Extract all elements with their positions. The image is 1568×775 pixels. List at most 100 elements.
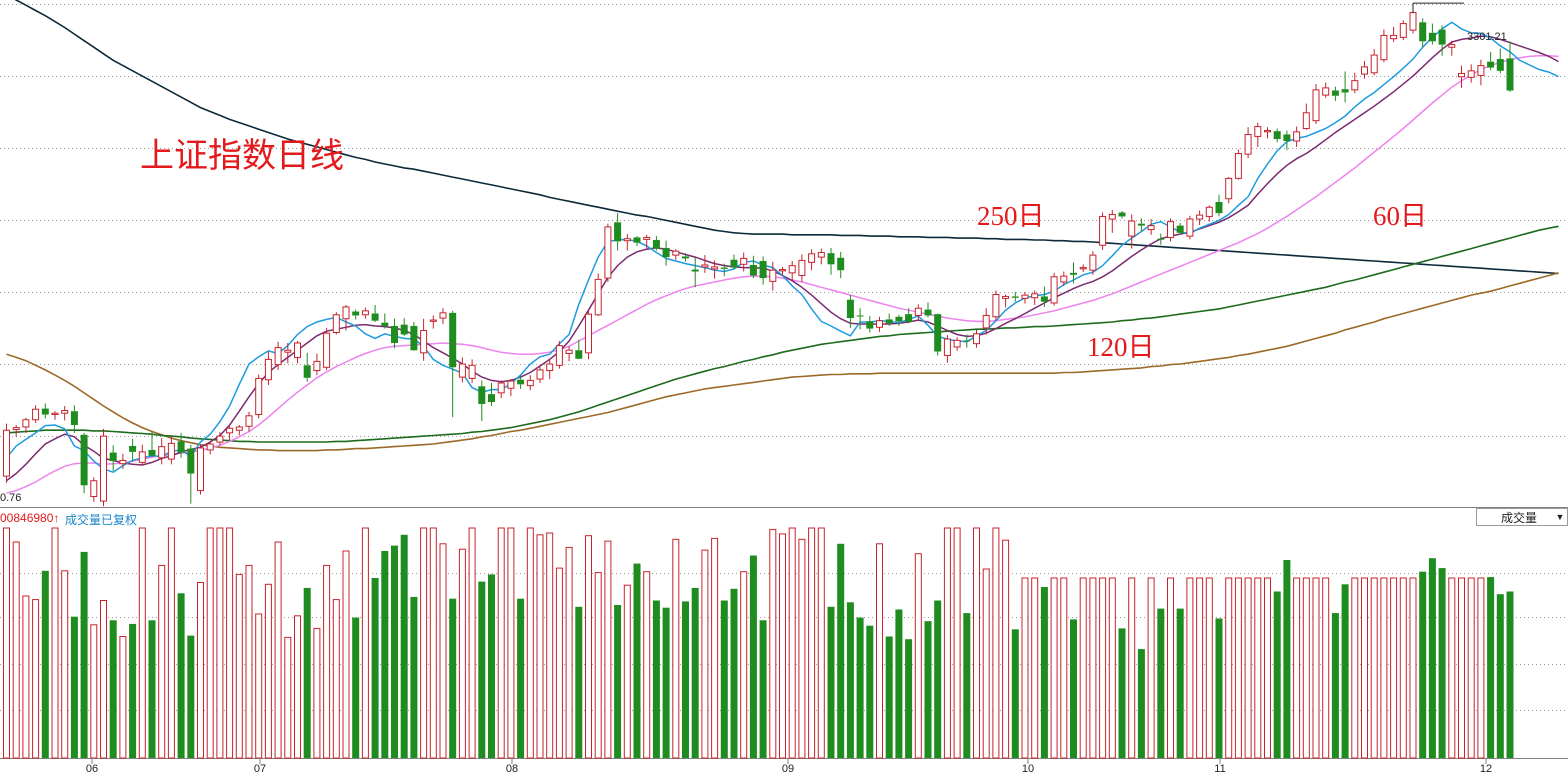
candle-down xyxy=(410,322,418,351)
candle-up xyxy=(507,379,515,397)
candle-body xyxy=(585,313,592,354)
candle-body xyxy=(439,312,447,319)
x-tick-label: 09 xyxy=(782,763,794,775)
volume-bar-up xyxy=(526,527,534,759)
candle-body xyxy=(274,347,282,366)
candle-down xyxy=(1176,222,1184,235)
candle-down xyxy=(1070,262,1077,284)
candle-up xyxy=(604,223,612,283)
candle-down xyxy=(1040,286,1048,307)
volume-bar-up xyxy=(1079,577,1087,759)
candle-body xyxy=(1040,296,1048,302)
candle-down xyxy=(352,309,360,320)
volume-bar-up xyxy=(1196,577,1204,759)
candle-down xyxy=(400,318,408,336)
candle-up xyxy=(197,444,204,495)
candle-body xyxy=(1225,177,1233,200)
candle-down xyxy=(633,236,641,246)
chevron-down-icon[interactable]: ▼ xyxy=(1555,512,1565,522)
candle-up xyxy=(294,341,301,364)
candle-up xyxy=(1322,82,1330,98)
volume-bar-down xyxy=(1070,619,1077,758)
candle-body xyxy=(1031,293,1039,299)
candle-body xyxy=(371,313,379,321)
ma60-label: 60日 xyxy=(1373,201,1427,231)
volume-bar-down xyxy=(846,602,854,758)
candle-body xyxy=(711,266,719,270)
volume-bar-down xyxy=(129,623,137,758)
candle-down xyxy=(1419,18,1427,48)
max-price-label: 3301.21 xyxy=(1467,31,1507,43)
candle-body xyxy=(846,299,854,319)
volume-bar-down xyxy=(352,617,360,758)
candle-down xyxy=(1496,48,1504,74)
volume-bar-up xyxy=(1167,577,1174,759)
volume-bar-up xyxy=(982,568,990,759)
candle-body xyxy=(138,451,146,463)
volume-bar-up xyxy=(1128,577,1136,759)
candle-up xyxy=(982,308,990,335)
candle-up xyxy=(255,374,263,419)
volume-bar-down xyxy=(1438,568,1446,758)
volume-bar-up xyxy=(992,527,1000,759)
volume-bar-up xyxy=(264,583,272,759)
candle-body xyxy=(41,408,49,415)
volume-bar-up xyxy=(565,546,573,759)
volume-bar-down xyxy=(934,600,942,758)
x-tick-label: 07 xyxy=(254,763,266,775)
candle-body xyxy=(856,315,864,317)
candle-up xyxy=(1302,103,1310,130)
volume-bar-down xyxy=(614,605,622,758)
candle-down xyxy=(1428,23,1436,45)
volume-bar-down xyxy=(730,588,738,758)
volume-bar-down xyxy=(749,555,757,758)
candle-body xyxy=(1137,223,1145,226)
candle-body xyxy=(672,250,680,256)
candle-body xyxy=(517,379,525,385)
candle-up xyxy=(1050,272,1058,306)
candle-up xyxy=(1225,177,1233,204)
volume-bar-down xyxy=(1273,591,1281,758)
volume-bar-down xyxy=(303,587,311,758)
candle-body xyxy=(982,314,990,329)
candle-body xyxy=(1322,87,1330,96)
candle-body xyxy=(12,427,20,431)
volume-bar-down xyxy=(517,598,525,758)
candle-body xyxy=(342,306,350,320)
volume-bar-up xyxy=(439,543,447,759)
candle-up xyxy=(1099,212,1107,250)
candle-body xyxy=(245,415,253,427)
volume-bar-up xyxy=(1351,577,1359,759)
candle-body xyxy=(32,408,40,421)
candle-up xyxy=(817,248,825,265)
volume-indicator-select[interactable]: 成交量 ▼ xyxy=(1476,508,1568,526)
candle-up xyxy=(788,261,796,282)
candle-down xyxy=(856,308,864,330)
candle-down xyxy=(109,445,117,471)
candle-up xyxy=(1002,294,1010,308)
volume-bar-down xyxy=(1506,591,1514,758)
candle-up xyxy=(3,423,10,483)
candle-up xyxy=(158,438,166,465)
candle-body xyxy=(187,448,195,474)
volume-bar-down xyxy=(827,606,835,758)
candle-up xyxy=(332,312,340,335)
candle-body xyxy=(177,441,185,453)
candle-up xyxy=(555,341,563,369)
volume-bar-down xyxy=(478,581,486,758)
volume-bar-up xyxy=(1458,577,1465,759)
volume-bars[interactable] xyxy=(3,527,1514,759)
volume-bar-up xyxy=(1225,577,1233,759)
volume-bar-up xyxy=(1312,577,1320,759)
candle-up xyxy=(1167,218,1174,242)
volume-bar-down xyxy=(410,596,418,758)
candle-body xyxy=(1399,23,1407,38)
candle-body xyxy=(866,321,874,329)
volume-bar-up xyxy=(1108,577,1116,759)
candle-down xyxy=(1118,211,1126,219)
candle-up xyxy=(769,261,777,291)
candle-up xyxy=(1467,64,1475,83)
volume-bar-down xyxy=(905,639,913,758)
candlesticks[interactable] xyxy=(3,2,1514,507)
